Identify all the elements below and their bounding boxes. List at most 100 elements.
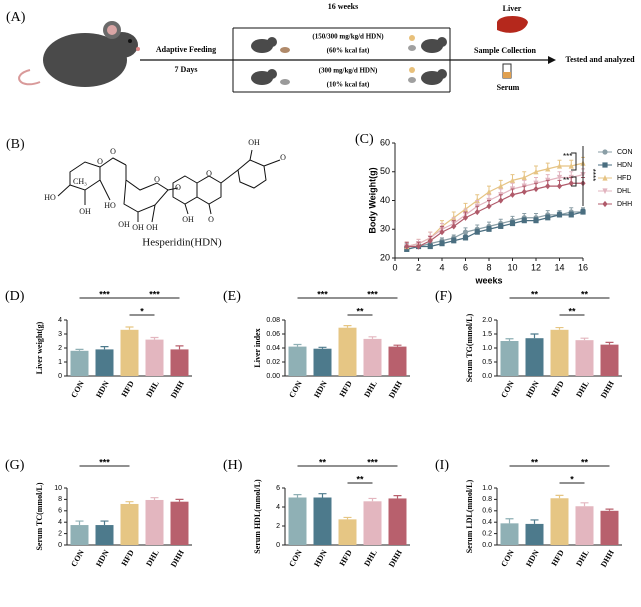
error-bar <box>100 520 109 526</box>
bar <box>313 497 332 545</box>
y-tick-label: 6 <box>276 485 280 492</box>
point <box>568 180 574 187</box>
legend-marker <box>602 174 608 181</box>
significance-label: ** <box>319 457 327 467</box>
y-tick-label: 30 <box>380 224 390 234</box>
point <box>556 183 563 190</box>
bar <box>95 349 114 376</box>
collection-label: Sample Collection <box>474 46 537 55</box>
liver-label: Liver <box>503 4 522 13</box>
significance-label: * <box>570 474 574 484</box>
y-tick-label: 0.0 <box>482 542 492 549</box>
legend-label: CON <box>617 149 633 156</box>
y-axis-label: Serum TC(mmol/L) <box>35 482 44 550</box>
significance-label: ** <box>356 306 364 316</box>
y-tick-label: 6 <box>58 508 62 515</box>
point <box>474 229 480 235</box>
group-dose: (150/300 mg/kg/d HDN) <box>312 33 384 41</box>
y-axis-label: Serum TG(mmol/L) <box>465 313 474 382</box>
significance-label: ** <box>581 289 589 299</box>
significance-label: ** <box>581 457 589 467</box>
point <box>427 237 433 244</box>
bar <box>313 348 332 376</box>
panel-label: (A) <box>6 10 26 25</box>
atom-label: HO <box>44 193 56 202</box>
significance-label: ** <box>531 289 539 299</box>
significance-label: ** <box>568 306 576 316</box>
point <box>521 174 527 181</box>
bar <box>600 510 619 545</box>
point <box>486 226 492 232</box>
significance-label: * <box>140 306 144 316</box>
bar <box>338 519 357 545</box>
x-tick-label: 6 <box>463 262 468 272</box>
error-bar <box>368 336 377 339</box>
error-bar <box>343 516 352 520</box>
point <box>509 177 516 183</box>
atom-label: O <box>97 157 103 166</box>
point <box>533 168 539 175</box>
point <box>568 162 574 169</box>
bar <box>388 498 407 545</box>
atom-label: O <box>206 169 212 178</box>
legend-marker <box>602 200 608 208</box>
y-tick-label: 0.6 <box>482 508 492 515</box>
x-tick-label: 2 <box>416 262 421 272</box>
y-axis-label: Liver weight(g) <box>35 321 44 374</box>
x-tick-label: 12 <box>531 262 541 272</box>
atom-label: OH <box>248 138 260 147</box>
y-tick-label: 0.4 <box>482 519 492 526</box>
atom-label: OH <box>79 207 91 216</box>
schematic: (A) 16 weeks Adaptive <box>6 2 635 93</box>
point <box>533 185 539 193</box>
y-tick-label: 50 <box>380 166 390 176</box>
error-bar <box>580 337 589 341</box>
point <box>533 218 539 224</box>
panel-label: (F) <box>435 289 452 304</box>
bar <box>120 329 139 376</box>
bar <box>525 523 544 545</box>
x-tick-label: 8 <box>486 262 491 272</box>
error-bar <box>530 333 539 339</box>
significance-label: ** <box>563 176 569 185</box>
atom-label: CH₃ <box>73 177 87 186</box>
x-axis-label: weeks <box>474 275 502 285</box>
error-bar <box>150 497 159 500</box>
bar <box>600 344 619 376</box>
line <box>406 211 584 250</box>
line <box>406 182 583 248</box>
atom-label: HO <box>104 201 116 210</box>
y-tick-label: 0 <box>58 542 62 549</box>
y-tick-label: 4 <box>58 317 62 324</box>
point <box>451 238 457 244</box>
y-tick-label: 1 <box>58 359 62 366</box>
y-tick-label: 60 <box>380 137 390 147</box>
y-tick-label: 0.06 <box>266 331 280 338</box>
significance-label: ** <box>531 457 539 467</box>
line <box>406 162 584 248</box>
atom-label: OH <box>118 220 130 229</box>
point <box>462 214 469 221</box>
point <box>486 188 492 195</box>
bar <box>145 339 164 376</box>
error-bar <box>505 338 514 341</box>
point <box>486 203 492 210</box>
y-tick-label: 4 <box>58 519 62 526</box>
bar <box>120 503 139 545</box>
x-tick-label: 14 <box>554 262 564 272</box>
x-tick-label: 10 <box>507 262 517 272</box>
point <box>545 165 551 172</box>
error-bar <box>343 325 352 328</box>
y-axis-label: Serum HDL(mmol/L) <box>253 479 262 554</box>
y-tick-label: 0.2 <box>482 530 492 537</box>
y-tick-label: 0.8 <box>482 496 492 503</box>
error-bar <box>368 497 377 502</box>
significance-label: ** <box>356 474 364 484</box>
tube-icon <box>502 63 512 79</box>
line <box>406 174 584 248</box>
point <box>580 209 586 215</box>
y-tick-label: 0.04 <box>266 345 280 352</box>
x-tick-label: 4 <box>439 262 444 272</box>
point <box>462 229 469 235</box>
